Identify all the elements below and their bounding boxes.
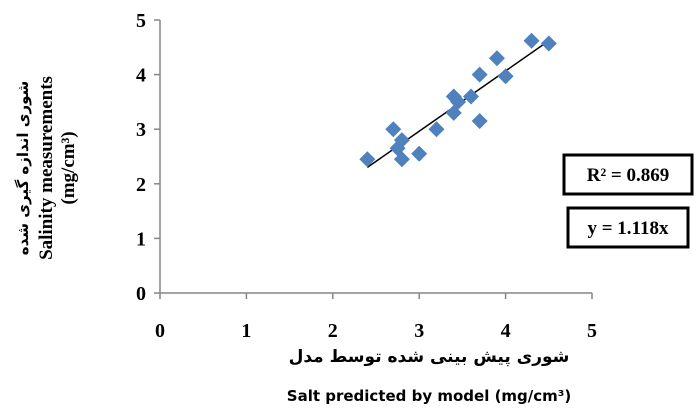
y-tick-label: 2	[136, 174, 146, 196]
plot-area: 0 1 2 3 4 5 0 1 2 3 4 5	[136, 10, 597, 342]
x-tick-label: 2	[328, 320, 338, 342]
r-squared-box: R² = 0.869	[562, 153, 694, 196]
r-squared-box-frame	[562, 153, 694, 196]
data-point	[428, 121, 445, 138]
y-axis-title-en: Salinity measurements	[36, 76, 57, 260]
x-tick-label: 0	[155, 320, 165, 342]
data-point	[471, 66, 488, 83]
y-axis-title-fa: شوری اندازه گیری شده	[14, 81, 32, 255]
equation-box: y = 1.118x	[566, 206, 690, 249]
x-tick-label: 5	[587, 320, 597, 342]
data-point	[523, 32, 540, 49]
data-point	[411, 145, 428, 162]
x-tick-label: 4	[501, 320, 511, 342]
data-point	[471, 113, 488, 130]
r-squared-label: R² = 0.869	[587, 165, 670, 186]
y-tick-label: 0	[136, 283, 146, 305]
y-axis-title-unit: (mg/cm³)	[58, 131, 79, 204]
data-point	[488, 50, 505, 67]
data-point	[497, 68, 514, 85]
x-tick-label: 3	[414, 320, 424, 342]
data-point	[463, 88, 480, 105]
y-tick-label: 5	[136, 10, 146, 32]
data-point	[359, 151, 376, 168]
y-tick-label: 4	[136, 65, 146, 87]
y-tick-label: 3	[136, 119, 146, 141]
x-axis-title-en: Salt predicted by model (mg/cm³)	[287, 387, 571, 405]
y-tick-label: 1	[136, 228, 146, 250]
data-point	[393, 132, 410, 149]
y-axis-title: شوری اندازه گیری شده Salinity measuremen…	[14, 76, 79, 260]
equation-box-frame	[566, 206, 690, 249]
x-tick-label: 1	[241, 320, 251, 342]
data-point	[540, 35, 557, 52]
data-point	[385, 121, 402, 138]
x-axis-title-fa: شوری پیش بینی شده توسط مدل	[289, 347, 570, 367]
data-point	[450, 93, 467, 110]
data-point	[393, 151, 410, 168]
equation-label: y = 1.118x	[587, 218, 669, 239]
